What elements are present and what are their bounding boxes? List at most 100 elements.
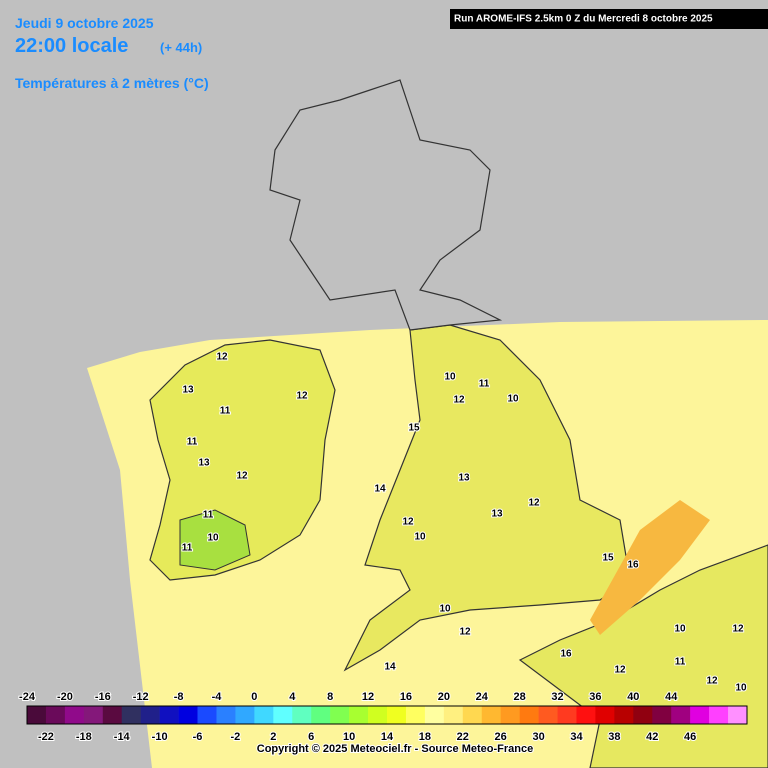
colorbar-label-bottom: 34 — [570, 731, 583, 743]
color-swatch — [140, 706, 160, 724]
contour-label: 12 — [528, 498, 540, 509]
color-swatch — [652, 706, 672, 724]
color-swatch — [216, 706, 236, 724]
contour-label: 12 — [236, 471, 248, 482]
colorbar-label-top: -4 — [212, 691, 223, 703]
contour-label: 11 — [182, 543, 193, 554]
colorbar-label-top: 20 — [438, 691, 450, 703]
colorbar-label-top: 24 — [476, 691, 489, 703]
contour-label: 12 — [216, 352, 228, 363]
color-swatch — [45, 706, 66, 724]
color-swatch — [235, 706, 255, 724]
color-swatch — [387, 706, 407, 724]
run-banner — [450, 9, 768, 29]
contour-label: 12 — [459, 627, 471, 638]
colorbar-label-bottom: -22 — [38, 731, 54, 743]
color-swatch — [481, 706, 501, 724]
contour-label: 13 — [458, 473, 470, 484]
colorbar-label-bottom: -18 — [76, 731, 92, 743]
color-swatch — [83, 706, 104, 724]
colorbar-label-bottom: 30 — [532, 731, 544, 743]
contour-label: 12 — [453, 395, 465, 406]
color-swatch — [557, 706, 577, 724]
contour-label: 12 — [732, 624, 744, 635]
contour-label: 10 — [735, 683, 747, 694]
colorbar-label-top: 32 — [551, 691, 563, 703]
color-swatch — [27, 706, 47, 724]
contour-label: 10 — [444, 372, 456, 383]
color-swatch — [462, 706, 483, 724]
contour-label: 15 — [408, 423, 420, 434]
colorbar-label-top: 16 — [400, 691, 412, 703]
contour-label: 11 — [203, 510, 214, 521]
contour-label: 10 — [507, 394, 519, 405]
colorbar: -24 -20 -16 -12 -8 -4 0 4 8 12 16 20 24 28 32 36 40 44-22… — [18, 690, 748, 744]
contour-label: 12 — [296, 391, 308, 402]
contour-label: 10 — [439, 604, 451, 615]
contour-label: 10 — [674, 624, 686, 635]
colorbar-label-top: -8 — [174, 691, 184, 703]
contour-label: 12 — [614, 665, 626, 676]
color-swatch — [671, 706, 691, 724]
color-swatch — [64, 706, 85, 724]
color-swatch — [121, 706, 141, 724]
color-swatch — [330, 706, 350, 724]
color-swatch — [178, 706, 198, 724]
color-swatch — [728, 706, 748, 724]
color-swatch — [273, 706, 293, 724]
parameter: Températures à 2 mètres (°C) — [15, 75, 209, 91]
contour-label: 14 — [374, 484, 386, 495]
colorbar-label-bottom: 10 — [343, 731, 355, 743]
contour-label: 13 — [182, 385, 194, 396]
colorbar-label-top: 12 — [362, 691, 374, 703]
color-swatch — [159, 706, 179, 724]
contour-label: 13 — [198, 458, 210, 469]
scotland — [269, 79, 503, 331]
color-swatch — [595, 706, 615, 724]
colorbar-label-bottom: 26 — [495, 731, 507, 743]
contour-label: 11 — [187, 437, 198, 448]
colorbar-label-top: 0 — [251, 691, 257, 703]
colorbar-label-bottom: 14 — [381, 731, 394, 743]
color-swatch — [197, 706, 217, 724]
colorbar-label-bottom: 18 — [419, 731, 431, 743]
color-swatch — [500, 706, 520, 724]
run-info: Run AROME-IFS 2.5km 0 Z du Mercredi 8 oc… — [454, 14, 713, 25]
color-swatch — [311, 706, 331, 724]
contour-label: 10 — [207, 533, 219, 544]
colorbar-label-top: -24 — [19, 691, 36, 703]
colorbar-label-bottom: -6 — [193, 731, 203, 743]
color-swatch — [576, 706, 596, 724]
contour-label: 11 — [479, 379, 490, 390]
colorbar-label-top: 28 — [514, 691, 526, 703]
color-swatch — [538, 706, 558, 724]
color-swatch — [349, 706, 369, 724]
colorbar-label-bottom: 22 — [457, 731, 469, 743]
color-swatch — [254, 706, 274, 724]
color-swatch — [368, 706, 388, 724]
date: Jeudi 9 octobre 2025 — [15, 15, 154, 31]
colorbar-label-top: 40 — [627, 691, 639, 703]
colorbar-label-top: -12 — [133, 691, 149, 703]
color-swatch — [633, 706, 653, 724]
color-swatch — [519, 706, 539, 724]
colorbar-label-bottom: 42 — [646, 731, 658, 743]
colorbar-label-bottom: -2 — [231, 731, 241, 743]
contour-label: 12 — [706, 676, 718, 687]
contour-label: 10 — [414, 532, 426, 543]
colorbar-label-bottom: 38 — [608, 731, 620, 743]
color-swatch — [405, 706, 426, 724]
lead-time: (+ 44h) — [160, 40, 202, 55]
color-swatch — [102, 706, 123, 724]
contour-label: 16 — [627, 560, 639, 571]
color-swatch — [690, 706, 710, 724]
ireland-southwest — [179, 509, 251, 571]
colorbar-label-bottom: 46 — [684, 731, 696, 743]
contour-label: 16 — [560, 649, 572, 660]
colorbar-label-bottom: 6 — [308, 731, 314, 743]
colorbar-label-top: -16 — [95, 691, 111, 703]
colorbar-label-top: 44 — [665, 691, 678, 703]
colorbar-label-top: 8 — [327, 691, 333, 703]
